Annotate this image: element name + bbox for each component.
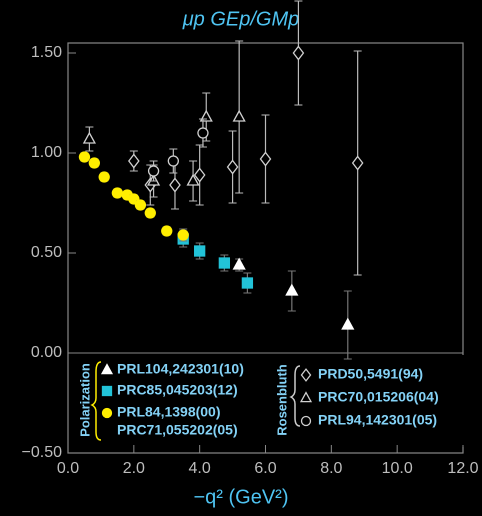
legend-label: PRC85,045203(12): [117, 382, 238, 398]
point: [134, 199, 147, 211]
legend-label: PRC70,015206(04): [318, 389, 439, 405]
point: [167, 155, 179, 167]
legend-marker: [100, 363, 114, 375]
point: [351, 155, 364, 171]
legend-label: PRC71,055202(05): [117, 422, 238, 438]
legend-box: [72, 355, 464, 447]
x-tick-label: 6.0: [254, 460, 276, 477]
point: [218, 257, 231, 269]
legend-brace: [90, 361, 102, 441]
legend-marker: [101, 407, 113, 419]
chart-title: μp GEp/GMp: [182, 8, 300, 30]
legend-marker: [101, 385, 113, 397]
point: [78, 151, 91, 163]
point: [193, 167, 206, 183]
point: [82, 131, 96, 144]
y-tick-label: 0.50: [31, 244, 62, 261]
legend-marker: [299, 391, 313, 403]
legend-group-label: Polarization: [77, 363, 92, 437]
x-tick-label: 0.0: [57, 460, 79, 477]
point: [197, 127, 209, 139]
legend-group-label: Rosenbluth: [274, 364, 289, 436]
point: [292, 45, 305, 61]
point: [128, 153, 140, 169]
legend-marker: [300, 368, 312, 382]
point: [111, 187, 124, 199]
point: [226, 159, 239, 175]
point: [161, 225, 173, 237]
legend-marker: [300, 415, 312, 427]
point: [88, 157, 100, 169]
legend-label: PRL94,142301(05): [318, 412, 437, 428]
y-tick-label: −0.50: [22, 444, 63, 461]
point: [259, 151, 272, 167]
legend-label: PRD50,5491(94): [318, 366, 423, 382]
y-tick-label: 0.00: [31, 344, 62, 361]
point: [177, 229, 189, 241]
x-tick-label: 10.0: [382, 460, 413, 477]
point: [285, 283, 299, 296]
point: [144, 207, 156, 219]
point: [232, 109, 246, 122]
legend-brace: [289, 365, 301, 427]
legend-label: PRL84,1398(00): [117, 404, 221, 420]
point: [147, 165, 160, 177]
x-tick-label: 8.0: [320, 460, 342, 477]
point: [169, 177, 181, 193]
x-tick-label: 4.0: [189, 460, 211, 477]
legend-label: PRL104,242301(10): [117, 361, 244, 377]
point: [186, 173, 200, 186]
point: [98, 171, 110, 183]
y-tick-label: 1.00: [31, 144, 62, 161]
x-axis-label: −q² (GeV²): [193, 486, 288, 508]
point: [341, 317, 355, 330]
point: [241, 277, 254, 289]
y-tick-label: 1.50: [31, 44, 62, 61]
point: [194, 245, 206, 257]
x-tick-label: 12.0: [447, 460, 478, 477]
x-tick-label: 2.0: [123, 460, 145, 477]
point: [232, 257, 246, 270]
